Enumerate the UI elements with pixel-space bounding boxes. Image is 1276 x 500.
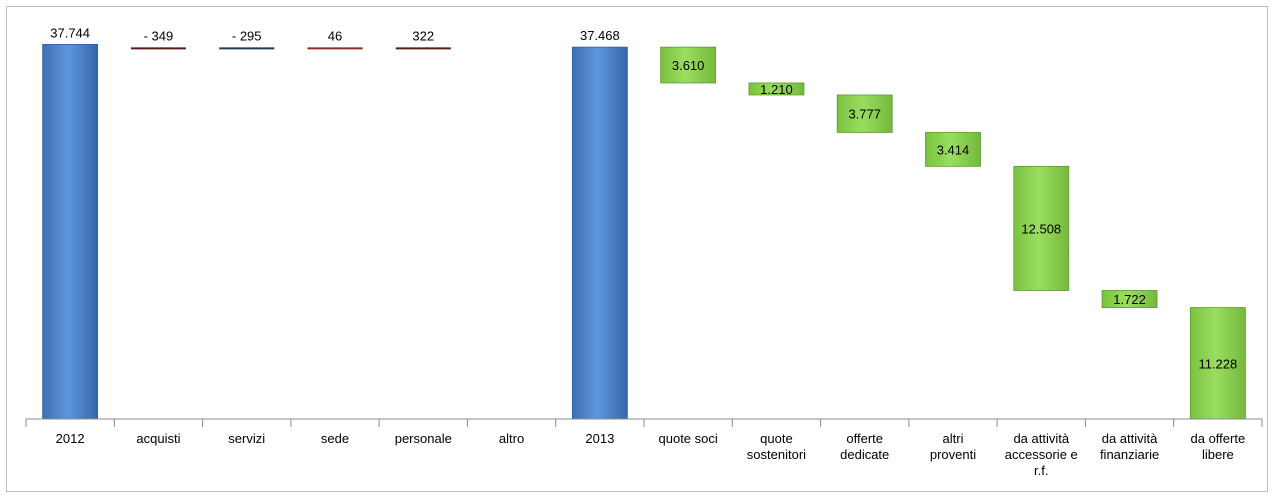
category-label-line: servizi: [228, 431, 265, 446]
category-label: da attività accessorie e r.f.: [1005, 431, 1078, 478]
bars-group: [42, 43, 1246, 420]
data-label: 1.210: [760, 82, 793, 97]
category-label-line: da attività: [1013, 431, 1069, 446]
category-label-line: sostenitori: [747, 447, 806, 462]
data-label: 46: [328, 28, 342, 43]
decrease-bar: [660, 46, 717, 84]
decrease-bar: [1101, 290, 1158, 308]
category-label: da offerte libere: [1191, 431, 1246, 462]
category-label: quote soci: [659, 431, 718, 446]
chart-frame: [6, 6, 1268, 492]
category-label: da attività finanziarie: [1100, 431, 1159, 462]
data-label: - 349: [144, 28, 174, 43]
category-label-line: 2013: [585, 431, 614, 446]
x-axis: 2012 acquisti servizi sede personale altro 201…: [25, 418, 1263, 478]
data-label: 3.414: [937, 142, 970, 157]
category-label: servizi: [228, 431, 265, 446]
total-bar: [571, 46, 628, 420]
category-label-line: personale: [395, 431, 452, 446]
data-label: 37.468: [580, 28, 620, 43]
data-label: - 295: [232, 28, 262, 43]
category-label: acquisti: [136, 431, 180, 446]
category-label-line: quote soci: [659, 431, 718, 446]
category-label-line: 2012: [56, 431, 85, 446]
category-label-line: da attività: [1102, 431, 1158, 446]
category-label-line: offerte: [846, 431, 883, 446]
category-label-line: libere: [1202, 447, 1234, 462]
category-label: sede: [321, 431, 349, 446]
category-label: altri proventi: [930, 431, 976, 462]
data-labels: 37.744 - 349 - 295 46 322 37.468 3.610 1.210 3.7…: [50, 25, 1237, 371]
category-label: 2012: [56, 431, 85, 446]
category-label: quote sostenitori: [747, 431, 806, 462]
data-label: 3.777: [848, 107, 881, 122]
category-label-line: accessorie e: [1005, 447, 1078, 462]
decrease-bar: [748, 82, 805, 96]
data-label: 37.744: [50, 25, 90, 40]
data-label: 1.722: [1113, 292, 1146, 307]
category-label-line: da offerte: [1191, 431, 1246, 446]
data-label: 11.228: [1198, 356, 1237, 371]
decrease-bar: [1189, 307, 1246, 420]
category-label-line: quote: [760, 431, 793, 446]
category-label-line: r.f.: [1034, 463, 1048, 478]
decrease-bar: [1013, 165, 1070, 291]
category-label-line: altro: [499, 431, 524, 446]
total-bar: [42, 43, 99, 420]
data-label: 12.508: [1021, 221, 1061, 236]
category-label: 2013: [585, 431, 614, 446]
category-label-line: altri: [943, 431, 964, 446]
category-label-line: sede: [321, 431, 349, 446]
category-label: altro: [499, 431, 524, 446]
category-label-line: proventi: [930, 447, 976, 462]
data-label: 3.610: [672, 58, 705, 73]
category-label-line: dedicate: [840, 447, 889, 462]
data-label: 322: [412, 28, 434, 43]
category-label-line: finanziarie: [1100, 447, 1159, 462]
decrease-bar: [925, 132, 981, 167]
category-label: personale: [395, 431, 452, 446]
category-label-line: acquisti: [136, 431, 180, 446]
category-label: offerte dedicate: [840, 431, 889, 462]
decrease-bar: [836, 94, 893, 133]
